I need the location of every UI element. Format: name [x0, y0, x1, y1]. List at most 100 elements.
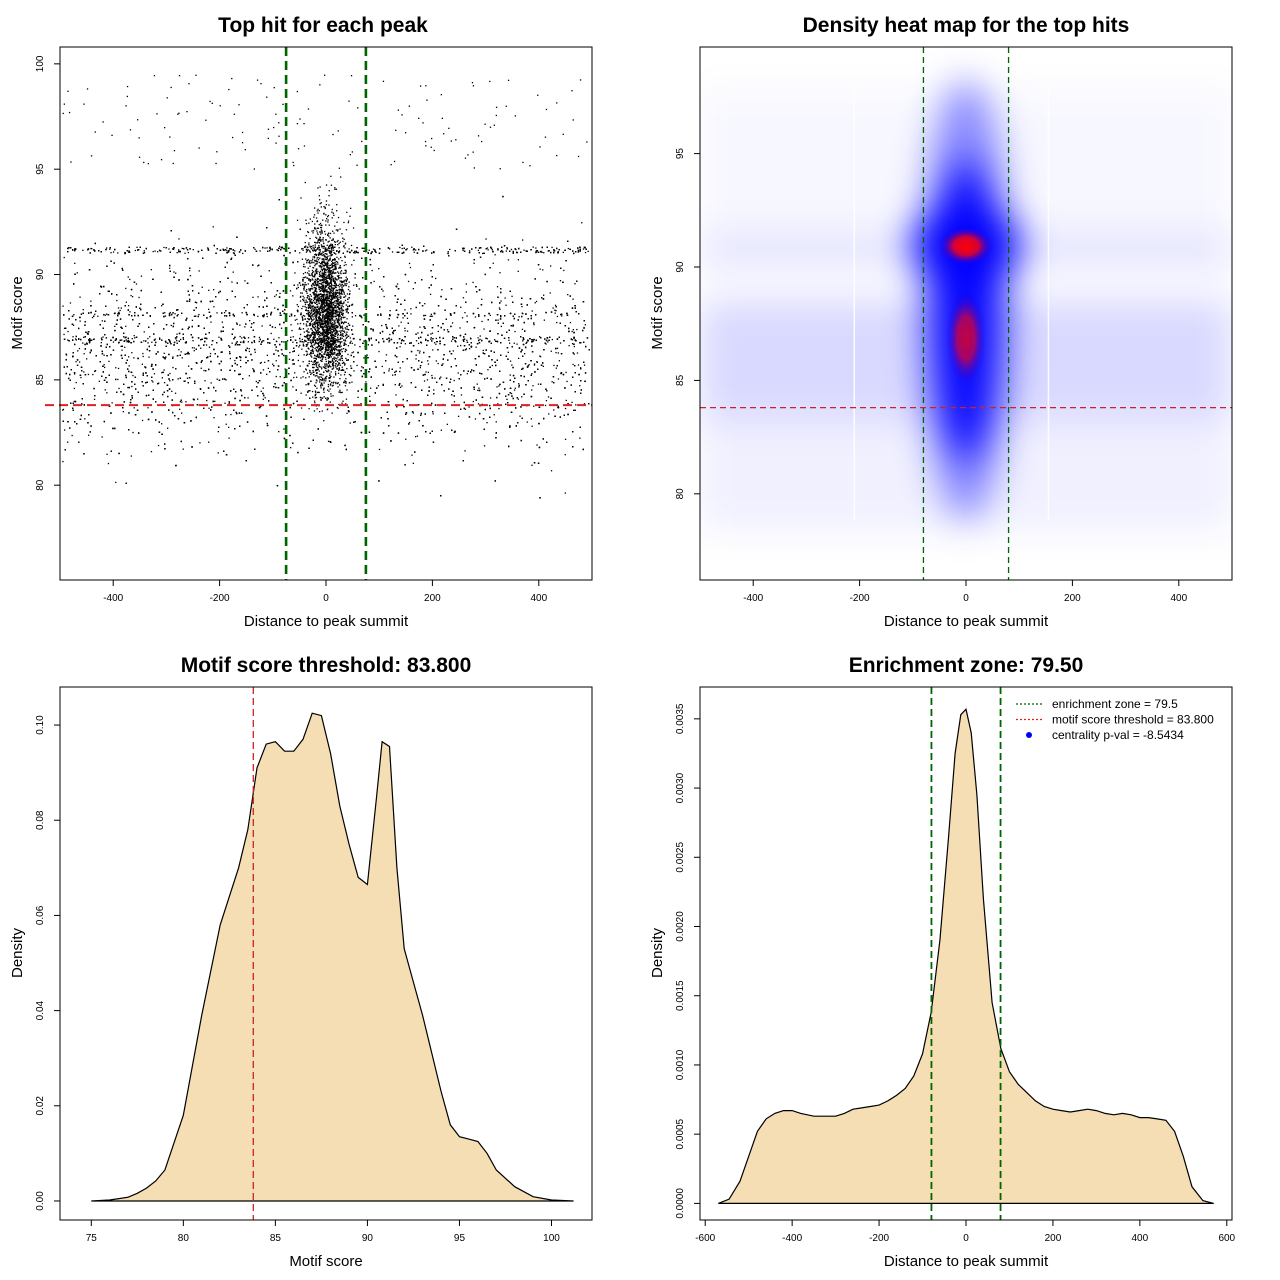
scatter-point	[522, 340, 524, 342]
scatter-point	[329, 316, 332, 318]
scatter-point	[417, 349, 419, 352]
scatter-point	[263, 340, 265, 342]
scatter-point	[308, 273, 310, 275]
scatter-point	[453, 401, 456, 403]
scatter-point	[349, 337, 351, 339]
scatter-point	[140, 308, 142, 311]
scatter-point	[200, 347, 202, 349]
scatter-point	[210, 321, 212, 323]
scatter-point	[465, 283, 467, 285]
scatter-point	[262, 369, 265, 371]
scatter-point	[462, 297, 465, 299]
scatter-point	[545, 311, 547, 314]
scatter-point	[572, 250, 574, 252]
scatter-point	[276, 249, 278, 251]
scatter-point	[288, 358, 291, 360]
scatter-point	[426, 379, 429, 381]
scatter-point	[165, 341, 167, 344]
scatter-point	[573, 353, 575, 355]
scatter-point	[478, 387, 480, 389]
scatter-point	[499, 308, 501, 310]
scatter-point	[577, 364, 580, 366]
scatter-point	[130, 294, 132, 297]
scatter-point	[474, 418, 477, 420]
scatter-point	[171, 390, 173, 392]
scatter-point	[128, 340, 131, 342]
scatter-point	[246, 304, 248, 306]
scatter-point	[405, 438, 407, 440]
scatter-point	[163, 382, 166, 384]
scatter-point	[399, 367, 401, 369]
scatter-point	[371, 269, 373, 272]
scatter-point	[576, 352, 579, 354]
scatter-point	[542, 269, 544, 271]
scatter-point	[199, 388, 202, 390]
scatter-point	[261, 325, 263, 327]
scatter-point	[218, 336, 220, 338]
scatter-point	[558, 249, 560, 251]
scatter-point	[236, 322, 238, 324]
scatter-point	[129, 251, 131, 253]
scatter-point	[275, 375, 277, 378]
scatter-point	[254, 248, 256, 250]
scatter-point	[143, 340, 145, 342]
scatter-point	[93, 338, 95, 340]
scatter-point	[264, 247, 266, 249]
scatter-point	[310, 380, 312, 382]
scatter-point	[572, 329, 574, 331]
scatter-point	[492, 262, 494, 264]
scatter-point	[230, 413, 232, 416]
scatter-point	[479, 256, 482, 258]
scatter-point	[543, 252, 545, 254]
scatter-point	[372, 330, 374, 332]
scatter-point	[566, 380, 568, 383]
scatter-point	[392, 374, 394, 376]
scatter-point	[352, 351, 355, 353]
scatter-point	[544, 404, 547, 407]
scatter-point	[430, 337, 432, 339]
scatter-point	[522, 313, 524, 315]
scatter-point	[305, 290, 308, 293]
scatter-point	[234, 362, 236, 365]
scatter-point	[177, 378, 179, 380]
scatter-point	[440, 295, 442, 298]
scatter-point	[153, 373, 156, 375]
scatter-point	[178, 249, 180, 251]
scatter-point	[378, 350, 380, 353]
scatter-point	[563, 269, 565, 272]
scatter-point	[86, 358, 88, 360]
scatter-point	[335, 360, 337, 362]
scatter-point	[308, 408, 310, 410]
scatter-point	[293, 376, 295, 379]
scatter-point	[234, 250, 236, 252]
scatter-point	[212, 226, 214, 228]
scatter-point	[383, 295, 385, 298]
scatter-point	[449, 248, 451, 251]
scatter-point	[131, 296, 134, 298]
scatter-point	[106, 392, 108, 394]
scatter-point	[293, 347, 295, 349]
scatter-point	[333, 338, 335, 341]
scatter-title: Top hit for each peak	[218, 14, 428, 37]
scatter-point	[547, 250, 549, 252]
scatter-point	[373, 280, 375, 283]
scatter-point	[292, 351, 294, 353]
scatter-point	[583, 364, 586, 366]
scatter-point	[579, 437, 581, 439]
scatter-point	[117, 307, 120, 309]
scatter-point	[404, 343, 406, 345]
scatter-point	[98, 380, 100, 382]
scatter-point	[548, 413, 550, 415]
scatter-point	[464, 312, 466, 314]
scatter-point	[117, 367, 120, 370]
scatter-point	[340, 374, 342, 376]
scatter-point	[477, 403, 480, 405]
scatter-point	[365, 308, 367, 310]
scatter-point	[143, 331, 145, 333]
scatter-point	[253, 341, 256, 343]
scatter-point	[278, 337, 280, 339]
scatter-point	[513, 317, 515, 320]
scatter-point	[63, 327, 66, 329]
scatter-point	[459, 327, 461, 329]
